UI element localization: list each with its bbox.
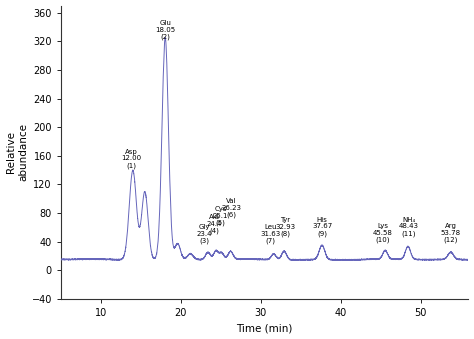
Text: Lys
45.58
(10): Lys 45.58 (10) <box>373 223 393 243</box>
X-axis label: Time (min): Time (min) <box>237 323 293 334</box>
Text: Gly
23.4
(3): Gly 23.4 (3) <box>197 224 212 244</box>
Text: His
37.67
(9): His 37.67 (9) <box>312 217 332 237</box>
Text: NH₄
48.43
(11): NH₄ 48.43 (11) <box>399 217 419 237</box>
Text: Ala
24.4
(4): Ala 24.4 (4) <box>207 215 222 235</box>
Text: Arg
53.78
(12): Arg 53.78 (12) <box>441 223 461 243</box>
Text: Leu
31.63
(7): Leu 31.63 (7) <box>260 224 281 244</box>
Y-axis label: Relative
abundance: Relative abundance <box>6 123 29 181</box>
Text: Cys
25.1
(5): Cys 25.1 (5) <box>213 206 228 226</box>
Text: Tyr
32.93
(8): Tyr 32.93 (8) <box>275 217 295 237</box>
Text: Glu
18.05
(2): Glu 18.05 (2) <box>155 20 176 40</box>
Text: Asp
12.00
(1): Asp 12.00 (1) <box>121 149 141 169</box>
Text: Val
26.23
(6): Val 26.23 (6) <box>221 198 241 218</box>
